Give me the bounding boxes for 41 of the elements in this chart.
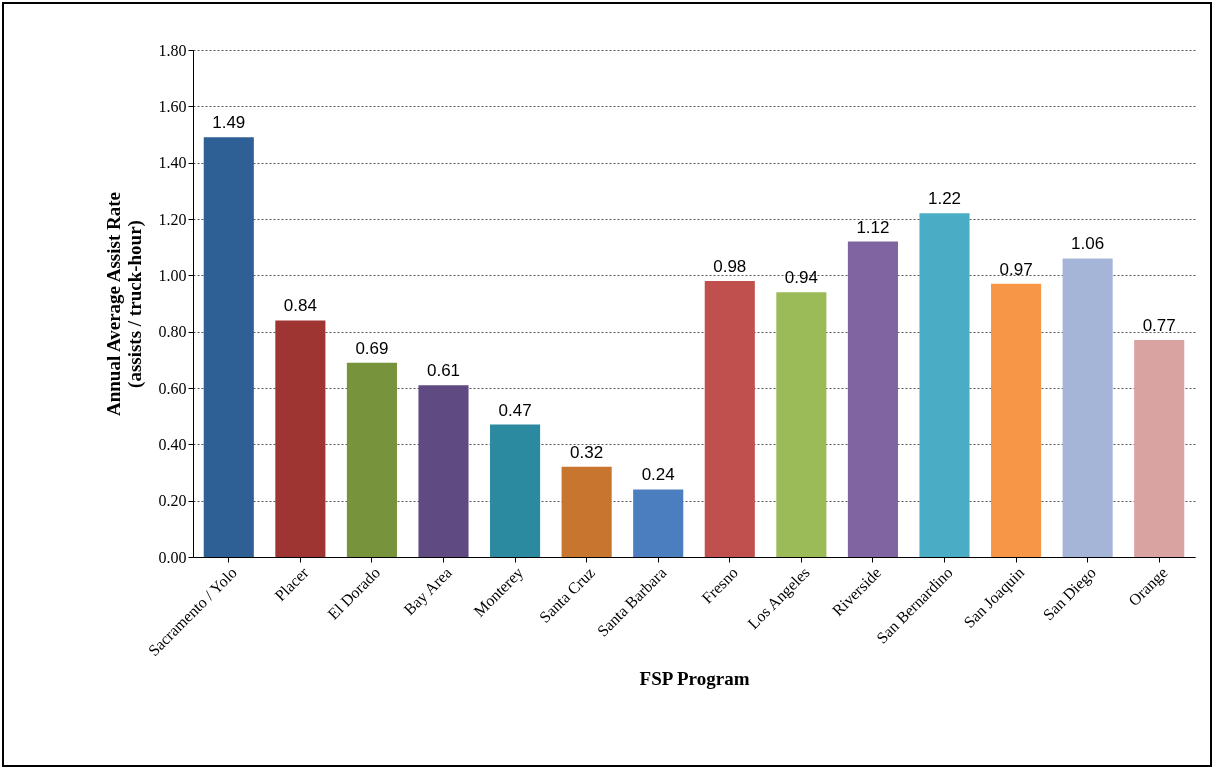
y-tick-label: 0.40	[158, 435, 187, 453]
bar	[418, 385, 469, 557]
data-label: 0.94	[784, 268, 818, 288]
data-label: 1.06	[1071, 234, 1105, 254]
data-label: 0.84	[283, 296, 317, 316]
y-axis-title: Annual Average Assist Rate (assists / truck-hour)	[102, 192, 146, 416]
y-tick-label: 0.60	[158, 379, 187, 397]
bar	[991, 283, 1042, 557]
bar	[633, 489, 684, 557]
data-label: 1.12	[856, 217, 890, 237]
data-label: 0.61	[426, 361, 461, 381]
bar	[919, 213, 970, 557]
bar	[490, 424, 541, 557]
x-tick-label: Bay Area	[400, 563, 456, 619]
data-label: 1.49	[212, 113, 246, 133]
y-tick-label: 1.40	[158, 154, 187, 172]
data-label: 0.47	[498, 400, 532, 420]
bar	[346, 362, 397, 557]
data-label: 0.97	[999, 259, 1033, 279]
data-label: 0.77	[1142, 316, 1176, 336]
y-tick-label: 1.00	[158, 266, 187, 284]
bar	[776, 292, 827, 557]
y-tick-label: 1.60	[158, 97, 187, 115]
bar	[704, 280, 755, 557]
y-tick-label: 0.20	[158, 492, 187, 510]
bar	[275, 320, 326, 557]
x-axis-title: FSP Program	[639, 667, 750, 689]
data-label: 0.24	[641, 465, 675, 485]
y-tick-label: 0.00	[158, 548, 187, 566]
data-label: 1.22	[927, 189, 962, 209]
bar	[561, 466, 612, 557]
data-label: 0.98	[713, 256, 747, 276]
bar	[1134, 340, 1185, 557]
data-label: 0.69	[355, 338, 389, 358]
data-label: 0.32	[570, 442, 604, 462]
y-tick-label: 0.80	[158, 323, 187, 341]
bar	[1062, 258, 1113, 557]
bar	[203, 137, 254, 557]
bar	[847, 241, 898, 557]
y-tick-label: 1.20	[158, 210, 187, 228]
y-tick-label: 1.80	[158, 41, 187, 59]
